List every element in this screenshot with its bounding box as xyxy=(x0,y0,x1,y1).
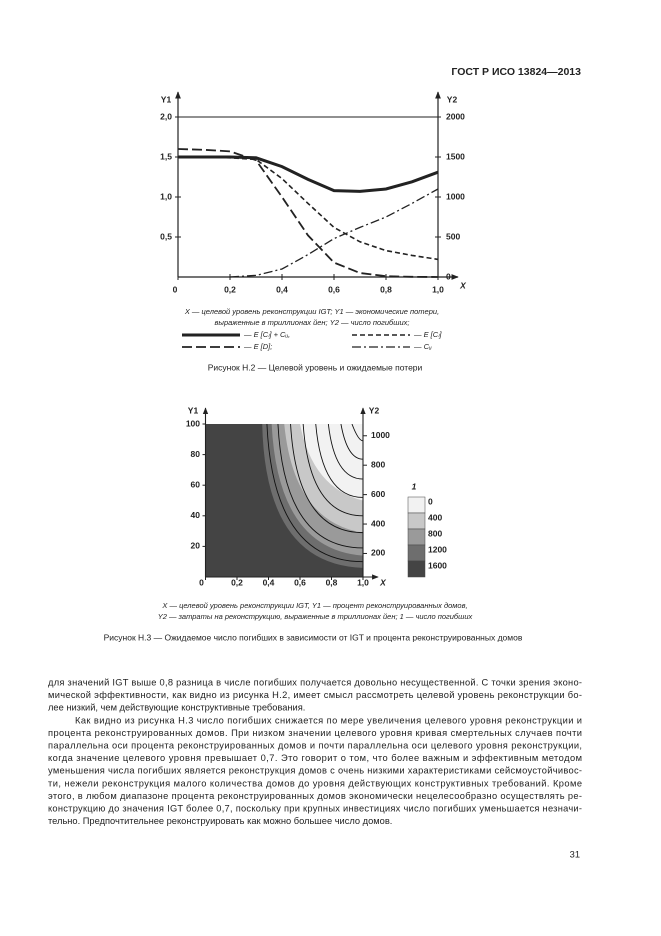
caption-line: X — целевой уровень реконструкции IGT, Y… xyxy=(161,601,467,610)
legend-label: — E [Cₗ] xyxy=(413,330,442,339)
series-line xyxy=(178,155,439,193)
caption-line: Y2 — затраты на реконструкцию, выраженны… xyxy=(158,612,473,621)
y-axis-label: Y1 xyxy=(188,405,199,415)
paragraph-line: этого, в любом диапазоне процента реконс… xyxy=(48,791,582,801)
x-tick-label: 1,0 xyxy=(432,284,444,294)
colorbar-swatch xyxy=(407,512,426,530)
iso-cost-line xyxy=(327,424,363,480)
colorbar-label: 1 xyxy=(412,481,417,491)
legend-label: — E [Cₗ] + Cᵤ, xyxy=(243,330,290,339)
paragraph-line: для значений IGT выше 0,8 разница в числ… xyxy=(48,677,582,687)
y2-tick-label: 600 xyxy=(371,489,385,499)
y-tick-label: 80 xyxy=(191,449,201,459)
paragraph-line: лее низкий, чем действующие конструктивн… xyxy=(48,703,305,713)
contour-band xyxy=(300,424,363,501)
iso-cost-line xyxy=(277,424,363,549)
iso-cost-line xyxy=(351,424,363,442)
x-tick-label: 0,6 xyxy=(294,577,306,587)
colorbar-swatch xyxy=(407,528,426,546)
series-line xyxy=(177,148,439,278)
y-tick-label: 1,5 xyxy=(160,151,172,161)
colorbar-swatch xyxy=(407,560,426,578)
y2-axis-label: Y2 xyxy=(369,405,380,415)
contour-field xyxy=(205,424,363,577)
iso-cost-line xyxy=(290,424,363,534)
y2-tick-label: 1000 xyxy=(371,430,390,440)
y-tick-label: 2,0 xyxy=(160,111,172,121)
paragraph-line: параллельна оси процента реконструирован… xyxy=(48,740,582,750)
y2-tick-label: 200 xyxy=(371,548,385,558)
y-tick-label: 40 xyxy=(191,510,201,520)
iso-cost-line xyxy=(266,424,363,563)
x-tick-label: 0,2 xyxy=(231,577,243,587)
y-tick-label: 60 xyxy=(191,479,201,489)
y-tick-label: 20 xyxy=(191,541,201,551)
caption-line: выраженные в триллионах йен; Y2 — число … xyxy=(215,318,410,327)
y2-tick-label: 1000 xyxy=(446,191,465,201)
y2-tick-label: 500 xyxy=(446,231,460,241)
colorbar-tick-label: 0 xyxy=(428,496,433,506)
paragraph-line: процента реконструированных домов. При н… xyxy=(48,728,582,738)
y2-tick-label: 1500 xyxy=(446,151,465,161)
x-tick-label: 0,2 xyxy=(224,284,236,294)
y-tick-label: 1,0 xyxy=(160,191,172,201)
x-tick-label: 0,4 xyxy=(263,577,275,587)
figure-title: Рисунок Н.3 — Ожидаемое число погибших в… xyxy=(104,632,523,642)
colorbar-tick-label: 1200 xyxy=(428,544,447,554)
figure-title: Рисунок Н.2 — Целевой уровень и ожидаемы… xyxy=(208,362,423,372)
x-tick-label: 0,8 xyxy=(380,284,392,294)
y2-tick-label: 800 xyxy=(371,459,385,469)
paragraph-line: Как видно из рисунка Н.3 число погибших … xyxy=(75,715,582,725)
colorbar-swatch xyxy=(407,496,426,514)
x-tick-label: 0 xyxy=(199,577,204,587)
x-tick-label: 0,4 xyxy=(276,284,288,294)
x-tick-label: 0 xyxy=(173,284,178,294)
y2-tick-label: 400 xyxy=(371,518,385,528)
legend-label: — Cᵤ xyxy=(413,342,432,351)
y2-tick-label: 0 xyxy=(446,271,451,281)
x-tick-label: 1,0 xyxy=(357,577,369,587)
iso-cost-line xyxy=(302,424,363,517)
y2-tick-label: 2000 xyxy=(446,111,465,121)
legend-label: — E [D]; xyxy=(243,342,272,351)
paragraph-line: ти, нежели реконструкция малого количест… xyxy=(48,778,582,788)
series-line xyxy=(178,156,439,261)
colorbar-tick-label: 400 xyxy=(428,512,442,522)
colorbar-swatch xyxy=(407,544,426,562)
x-tick-label: 0,8 xyxy=(326,577,338,587)
paragraph-line: уменьшения числа погибших является рекон… xyxy=(48,766,582,776)
y2-axis-label: Y2 xyxy=(447,94,458,104)
header: ГОСТ Р ИСО 13824—2013 xyxy=(451,66,581,78)
iso-cost-line xyxy=(315,424,363,498)
page-number: 31 xyxy=(570,849,580,859)
paragraph-line: тельно. Предпочтительнее реконструироват… xyxy=(48,816,392,826)
y-axis-label: Y1 xyxy=(161,94,172,104)
series-line xyxy=(229,188,439,278)
paragraph-line: мической эффективности, как видно из рис… xyxy=(48,690,582,700)
iso-cost-line xyxy=(340,424,363,460)
x-axis-label: X xyxy=(379,577,387,587)
colorbar-tick-label: 1600 xyxy=(428,560,447,570)
y-tick-label: 100 xyxy=(186,418,200,428)
x-tick-label: 0,6 xyxy=(328,284,340,294)
paragraph-line: когда значение целевого уровня превышает… xyxy=(48,753,582,763)
paragraph-line: конструкцию до значения IGT более 0,7, п… xyxy=(48,803,582,813)
colorbar-tick-label: 800 xyxy=(428,528,442,538)
y-tick-label: 0,5 xyxy=(160,231,172,241)
caption-line: X — целевой уровень реконструкции IGT; Y… xyxy=(184,307,439,316)
x-axis-label: X xyxy=(459,280,467,290)
